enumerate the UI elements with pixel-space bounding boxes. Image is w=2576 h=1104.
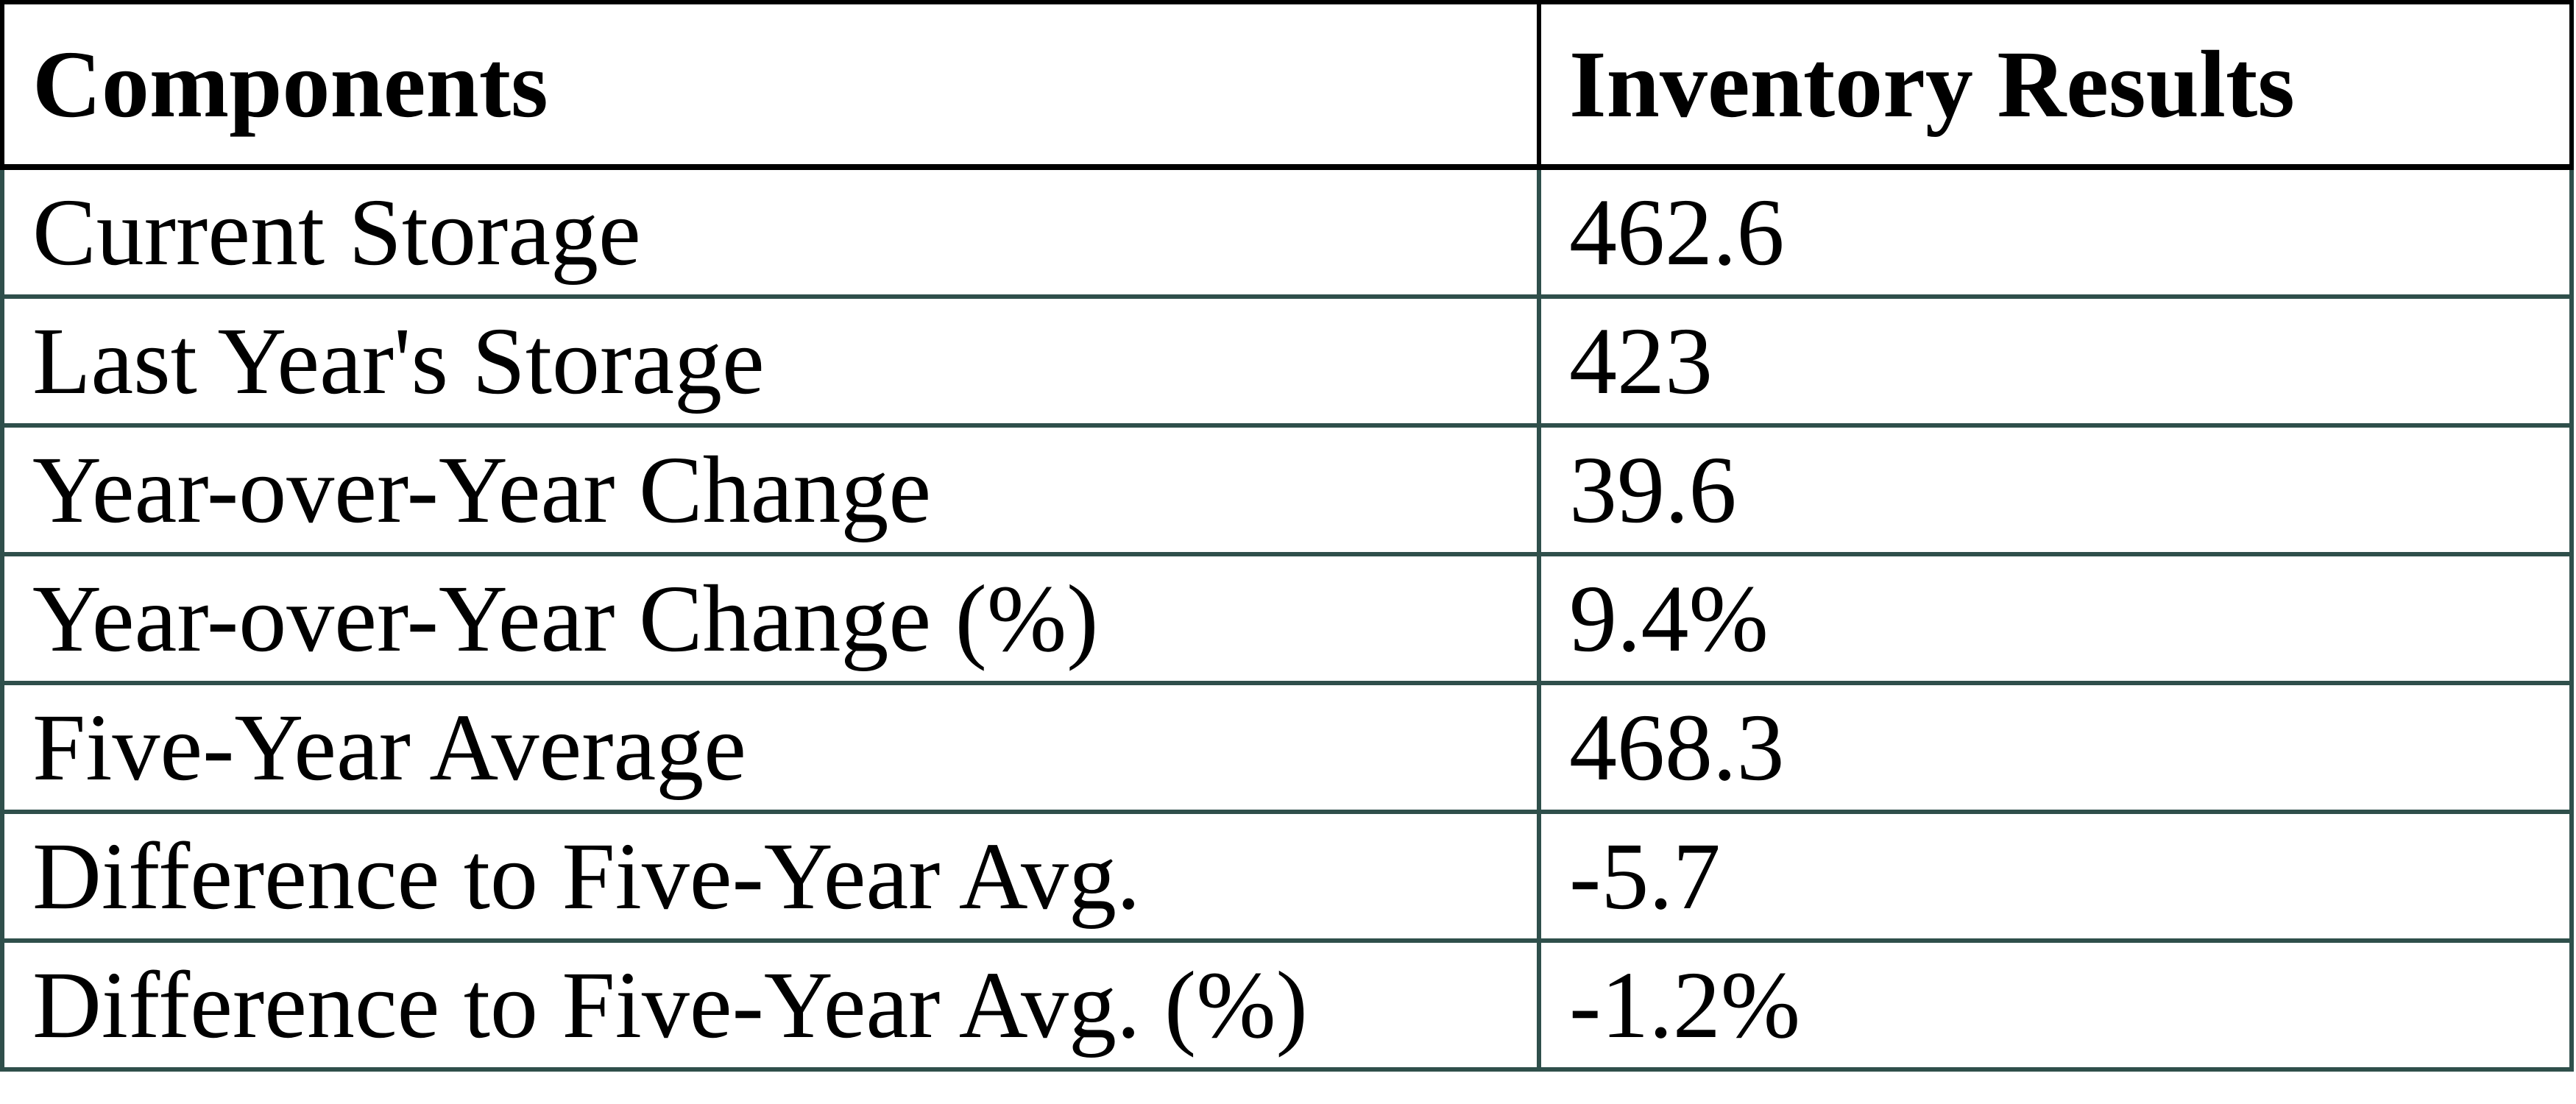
component-cell: Current Storage <box>0 170 1541 299</box>
value-cell: -5.7 <box>1541 814 2574 943</box>
value-cell: 9.4% <box>1541 556 2574 685</box>
inventory-table: Components Inventory Results Current Sto… <box>0 0 2574 1072</box>
value-cell: 39.6 <box>1541 428 2574 556</box>
component-cell: Difference to Five-Year Avg. (%) <box>0 943 1541 1072</box>
component-cell: Last Year's Storage <box>0 299 1541 428</box>
column-header-inventory-results: Inventory Results <box>1541 0 2574 170</box>
component-cell: Difference to Five-Year Avg. <box>0 814 1541 943</box>
component-cell: Five-Year Average <box>0 685 1541 814</box>
column-header-components: Components <box>0 0 1541 170</box>
value-cell: 468.3 <box>1541 685 2574 814</box>
value-cell: -1.2% <box>1541 943 2574 1072</box>
value-cell: 462.6 <box>1541 170 2574 299</box>
component-cell: Year-over-Year Change <box>0 428 1541 556</box>
component-cell: Year-over-Year Change (%) <box>0 556 1541 685</box>
value-cell: 423 <box>1541 299 2574 428</box>
